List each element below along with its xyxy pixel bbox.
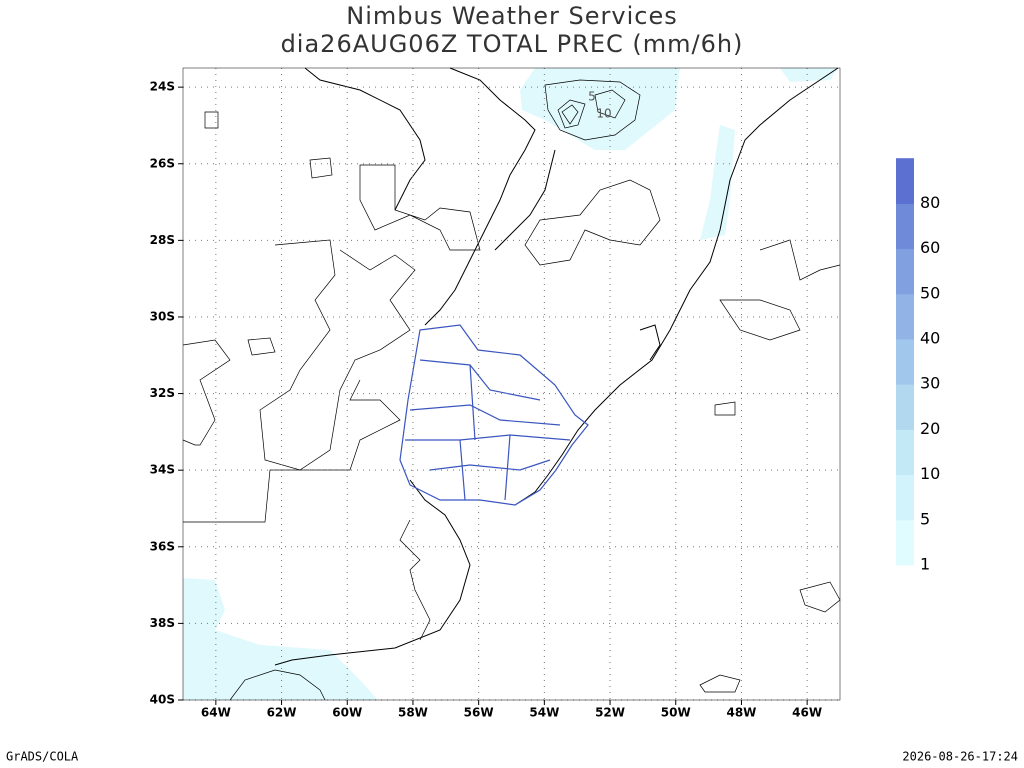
x-tick-label: 54W [529, 706, 559, 720]
colorbar-swatch [896, 203, 914, 250]
x-tick-label: 48W [726, 706, 756, 720]
grid [183, 68, 840, 701]
colorbar-swatch [896, 293, 914, 340]
coastline [274, 67, 839, 666]
footer-left: GrADS/COLA [6, 750, 79, 764]
colorbar-swatch [896, 339, 914, 385]
colorbar-label: 80 [920, 193, 940, 212]
x-tick-label: 62W [267, 706, 297, 720]
uruguay-districts [405, 359, 571, 501]
colorbar-label: 40 [920, 329, 940, 348]
title: Nimbus Weather Services [346, 2, 677, 30]
contour-label: 10 [596, 107, 611, 121]
colorbar-swatch [896, 519, 914, 566]
uruguay-border [399, 324, 589, 506]
colorbar-swatch [896, 429, 914, 476]
y-tick-label: 38S [150, 616, 175, 630]
y-tick-label: 26S [150, 156, 175, 170]
colorbar-swatch [896, 248, 914, 295]
colorbar-label: 1 [920, 555, 930, 574]
contours [182, 79, 841, 701]
precip-shading [183, 68, 838, 700]
y-tick-label: 36S [150, 539, 175, 553]
y-tick-label: 24S [150, 80, 175, 94]
y-tick-label: 40S [150, 693, 175, 707]
x-tick-label: 52W [595, 706, 625, 720]
colorbar-label: 50 [920, 283, 940, 302]
map-frame [182, 67, 841, 701]
colorbar-label: 10 [920, 464, 940, 483]
y-tick-label: 34S [150, 463, 175, 477]
y-tick-label: 28S [150, 233, 175, 247]
axes: 64W 62W 60W 58W 56W 54W 52W 50W 48W 46W 24S 26S 28S 3… [150, 80, 822, 720]
colorbar-label: 60 [920, 238, 940, 257]
colorbar-swatch [896, 474, 914, 521]
colorbar-label: 30 [920, 374, 940, 393]
contour-label: 5 [588, 90, 596, 104]
colorbar-swatch [896, 158, 914, 204]
x-tick-label: 56W [464, 706, 494, 720]
x-tick-label: 46W [792, 706, 822, 720]
x-tick-label: 64W [201, 706, 231, 720]
colorbar-swatch [896, 384, 914, 430]
footer-right: 2026-08-26-17:24 [902, 750, 1018, 764]
colorbar: 1 5 10 20 30 40 50 60 80 [896, 158, 940, 574]
x-tick-label: 50W [661, 706, 691, 720]
x-tick-label: 58W [398, 706, 428, 720]
y-tick-label: 30S [150, 309, 175, 323]
y-tick-label: 32S [150, 386, 175, 400]
subtitle: dia26AUG06Z TOTAL PREC (mm/6h) [281, 30, 744, 58]
colorbar-label: 20 [920, 419, 940, 438]
x-tick-label: 60W [332, 706, 362, 720]
colorbar-label: 5 [920, 509, 930, 528]
